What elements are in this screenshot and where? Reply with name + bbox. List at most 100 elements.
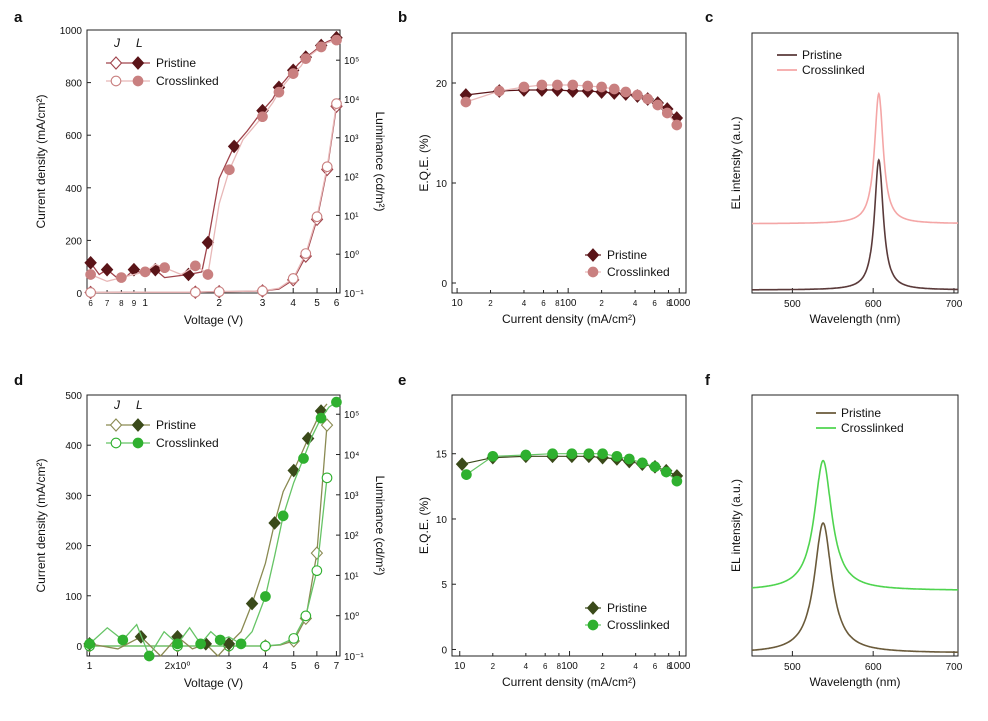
- x-axis-title: Voltage (V): [184, 313, 243, 327]
- data-point: [287, 463, 300, 478]
- x-tick-label: 1: [142, 298, 148, 309]
- y2-tick-label: 10⁵: [344, 56, 359, 67]
- y-tick-label: 0: [441, 645, 447, 656]
- x-tick-label: 600: [865, 299, 882, 310]
- data-point: [608, 83, 620, 95]
- legend-label-pristine: Pristine: [841, 406, 881, 420]
- legend-label-crosslinked: Crosslinked: [607, 265, 670, 279]
- legend-label-crosslinked: Crosslinked: [802, 63, 865, 77]
- x-tick-label: 4: [263, 661, 269, 672]
- data-point: [536, 79, 548, 91]
- y-axis-title: EL intensity (a.u.): [729, 117, 743, 210]
- y-tick-label: 800: [65, 79, 82, 90]
- legend-marker-filled: [132, 75, 144, 87]
- data-point: [321, 161, 333, 173]
- y-tick-label: 10: [436, 515, 448, 526]
- data-point: [632, 89, 643, 101]
- data-point: [260, 591, 271, 602]
- panel-f: f 500 600 700 Wavelength (nm) EL intensity (a…: [705, 372, 963, 689]
- series-line-crosslinked: [752, 459, 958, 591]
- x-axis-title: Current density (mA/cm²): [502, 312, 636, 326]
- x-tick-label: 6: [543, 662, 548, 671]
- x-tick-label: 8: [666, 662, 671, 671]
- data-point: [460, 96, 472, 108]
- y2-tick-label: 10⁰: [344, 250, 359, 261]
- data-point: [331, 396, 342, 408]
- plot-frame: [451, 32, 687, 294]
- plot-frame: [751, 32, 959, 294]
- x-tick-label: 2: [491, 662, 496, 671]
- y-axis-title: E.Q.E. (%): [417, 497, 431, 554]
- y-axis-title: E.Q.E. (%): [417, 134, 431, 191]
- series-line: [90, 103, 338, 294]
- x-tick-label: 4: [524, 662, 529, 671]
- y2-axis-title: Luminance (cd/m²): [373, 111, 387, 211]
- series-J-pristine: [84, 99, 343, 300]
- y-tick-label: 200: [65, 542, 82, 553]
- legend-marker: [587, 266, 599, 278]
- legend-label-pristine: Pristine: [802, 48, 842, 62]
- data-point: [277, 510, 289, 522]
- data-point: [214, 634, 226, 646]
- panel-a: a 0 200 400 600 800 1000 10⁻¹ 10⁰ 10¹ 10² 10³ 10⁴ 10⁵…: [14, 9, 387, 327]
- legend-label-crosslinked: Crosslinked: [841, 421, 904, 435]
- data-point: [315, 412, 327, 424]
- data-point: [311, 211, 323, 223]
- legend-marker-open: [110, 75, 122, 87]
- y2-tick-label: 10⁰: [344, 612, 359, 623]
- y-tick-label: 15: [436, 450, 448, 461]
- legend-header-j: J: [113, 398, 121, 412]
- data-point: [201, 235, 215, 250]
- plot-frame: [86, 394, 341, 657]
- x-axis-title: Current density (mA/cm²): [502, 675, 636, 689]
- legend-marker-filled: [131, 56, 145, 70]
- data-point: [260, 640, 271, 652]
- data-point: [331, 98, 342, 109]
- y-tick-label: 400: [65, 184, 82, 195]
- data-point: [172, 638, 183, 650]
- series-J-crosslinked: [85, 98, 342, 298]
- y2-tick-label: 10³: [344, 491, 359, 502]
- x-tick-label: 8: [557, 662, 562, 671]
- x-tick-label: 3: [226, 661, 232, 672]
- data-point: [100, 262, 114, 277]
- legend-marker: [586, 248, 600, 262]
- x-tick-label: 500: [784, 299, 801, 310]
- panel-label: e: [398, 372, 406, 389]
- data-point: [227, 139, 241, 154]
- y-tick-label: 200: [65, 236, 82, 247]
- y2-tick-label: 10⁻¹: [344, 289, 364, 300]
- x-tick-label: 1000: [668, 661, 691, 672]
- data-point: [623, 453, 635, 465]
- y-tick-label: 500: [65, 391, 82, 402]
- data-point: [127, 262, 141, 277]
- plot-frame: [751, 394, 959, 657]
- series-L-crosslinked: [85, 34, 342, 283]
- data-point: [310, 546, 324, 560]
- y-axis-title: EL intensity (a.u.): [729, 479, 743, 572]
- x-tick-label: 2: [216, 298, 222, 309]
- x-tick-label: 6: [652, 299, 657, 308]
- legend-header-l: L: [136, 36, 143, 50]
- data-point: [493, 85, 505, 97]
- data-point: [139, 266, 151, 278]
- legend-header-l: L: [136, 398, 143, 412]
- data-point: [222, 637, 236, 651]
- data-point: [85, 269, 96, 280]
- y-tick-label: 5: [441, 580, 447, 591]
- y-axis-title: Current density (mA/cm²): [34, 94, 48, 228]
- data-point: [159, 262, 170, 274]
- data-point: [195, 638, 206, 650]
- legend-marker: [586, 601, 600, 615]
- data-point: [224, 164, 235, 176]
- y2-axis-title: Luminance (cd/m²): [373, 475, 387, 575]
- data-point: [636, 457, 648, 469]
- x-tick-label: 6: [653, 662, 658, 671]
- y-tick-label: 0: [76, 642, 82, 653]
- x-tick-label: 8: [555, 299, 560, 308]
- data-point: [190, 286, 201, 298]
